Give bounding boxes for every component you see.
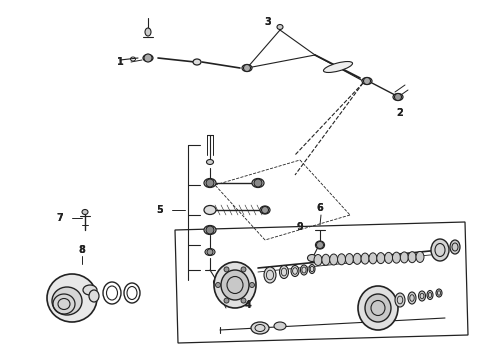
Ellipse shape [89,290,99,302]
Ellipse shape [291,266,299,276]
Circle shape [224,267,229,272]
Text: 4: 4 [245,300,251,310]
Ellipse shape [393,94,403,100]
Ellipse shape [251,322,269,334]
Text: 6: 6 [317,203,323,213]
Circle shape [244,64,250,72]
Ellipse shape [436,289,442,297]
Circle shape [144,54,152,62]
Ellipse shape [279,266,289,279]
Ellipse shape [323,62,352,72]
Ellipse shape [385,252,392,264]
Text: 9: 9 [296,222,303,232]
Ellipse shape [418,291,425,301]
Ellipse shape [395,293,405,307]
Ellipse shape [309,265,315,274]
Ellipse shape [338,254,345,265]
Ellipse shape [204,179,216,188]
Text: 8: 8 [78,245,85,255]
Text: 3: 3 [265,17,271,27]
Ellipse shape [145,28,151,36]
Ellipse shape [362,77,372,85]
Ellipse shape [143,54,153,62]
Ellipse shape [314,255,322,266]
Circle shape [206,179,214,187]
Ellipse shape [358,286,398,330]
Ellipse shape [392,252,400,263]
Ellipse shape [361,253,369,264]
Ellipse shape [400,252,408,263]
Ellipse shape [214,279,222,285]
Ellipse shape [204,206,216,215]
Ellipse shape [345,253,353,265]
Ellipse shape [204,225,216,234]
Ellipse shape [214,262,256,308]
Circle shape [254,179,262,187]
Ellipse shape [408,252,416,263]
Text: 7: 7 [57,213,63,223]
Ellipse shape [377,253,385,264]
Ellipse shape [353,253,361,264]
Circle shape [241,298,246,303]
Ellipse shape [277,24,283,30]
Ellipse shape [47,274,97,322]
Ellipse shape [221,270,249,300]
Text: 5: 5 [157,205,163,215]
Ellipse shape [52,287,82,315]
Ellipse shape [193,59,201,65]
Ellipse shape [205,248,215,256]
Circle shape [215,279,221,285]
Text: 1: 1 [117,57,123,67]
Circle shape [224,298,229,303]
Ellipse shape [427,291,433,300]
Circle shape [206,226,214,234]
Ellipse shape [408,292,416,304]
Text: 3: 3 [265,17,271,27]
Text: 1: 1 [117,57,123,67]
Text: 5: 5 [157,205,163,215]
Ellipse shape [252,179,264,188]
Text: 8: 8 [78,245,85,255]
Ellipse shape [274,322,286,330]
Ellipse shape [316,241,324,249]
Circle shape [317,242,323,248]
Ellipse shape [260,206,270,214]
Ellipse shape [82,210,88,215]
Ellipse shape [330,254,338,265]
Circle shape [262,207,269,213]
Circle shape [241,267,246,272]
Ellipse shape [83,285,97,295]
Ellipse shape [264,267,276,283]
Text: 2: 2 [396,108,403,118]
Circle shape [364,77,370,85]
Circle shape [216,283,220,288]
Ellipse shape [369,253,377,264]
Ellipse shape [431,239,449,261]
Ellipse shape [450,240,460,254]
Ellipse shape [206,159,214,165]
Text: 9: 9 [296,222,303,232]
Text: 2: 2 [396,108,403,118]
Text: 7: 7 [57,213,63,223]
Ellipse shape [322,254,330,265]
Text: 4: 4 [245,300,251,310]
Circle shape [394,94,401,100]
Ellipse shape [308,255,317,261]
Circle shape [249,283,254,288]
Ellipse shape [365,294,391,322]
Ellipse shape [416,251,424,262]
Circle shape [207,249,213,255]
Ellipse shape [242,64,252,72]
Text: 6: 6 [317,203,323,213]
Ellipse shape [300,265,308,275]
